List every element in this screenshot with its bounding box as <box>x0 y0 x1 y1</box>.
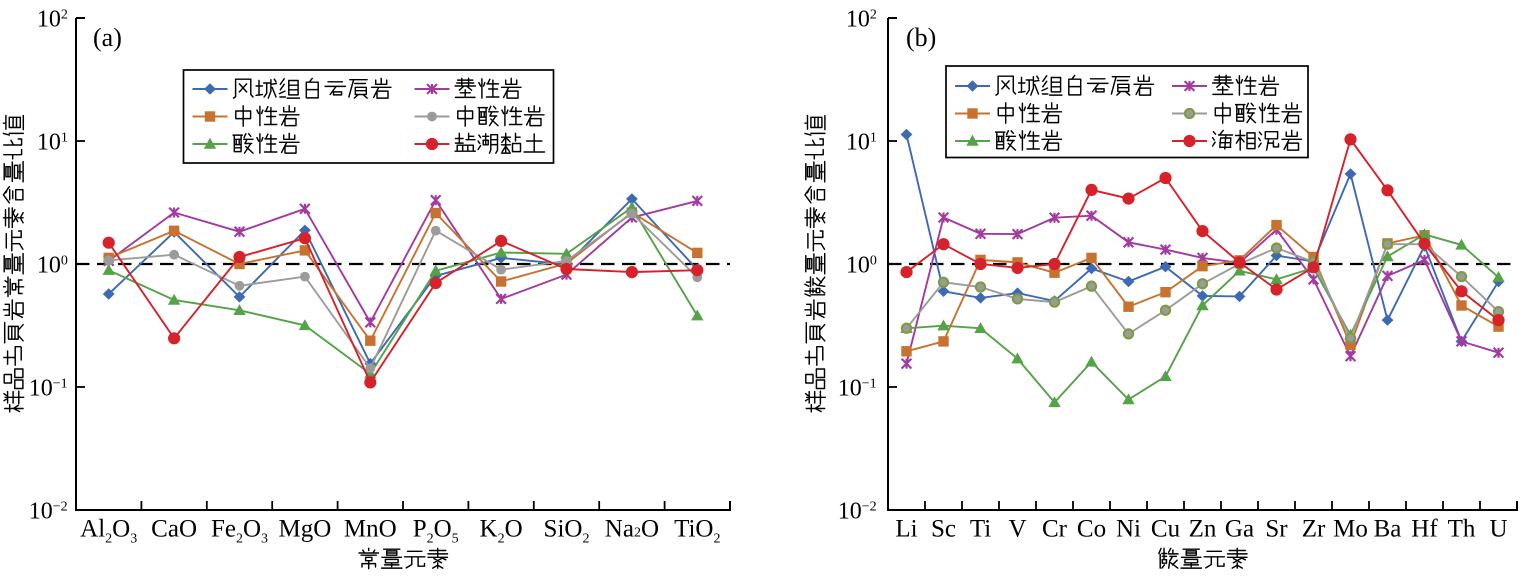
svg-text:0: 0 <box>61 254 68 269</box>
svg-text:−2: −2 <box>862 500 877 515</box>
svg-text:Zn: Zn <box>1189 516 1217 543</box>
svg-text:V: V <box>1008 516 1026 543</box>
svg-text:Co: Co <box>1077 516 1106 543</box>
svg-text:1: 1 <box>870 131 877 146</box>
svg-text:Fe2O3: Fe2O3 <box>211 516 268 547</box>
svg-text:2: 2 <box>870 8 877 23</box>
svg-text:(b): (b) <box>906 23 936 52</box>
svg-text:MgO: MgO <box>279 516 332 543</box>
svg-text:−1: −1 <box>53 377 68 392</box>
svg-text:Zr: Zr <box>1302 516 1326 543</box>
svg-text:10: 10 <box>846 130 870 156</box>
svg-text:SiO2: SiO2 <box>544 516 590 547</box>
svg-text:10: 10 <box>29 499 53 525</box>
svg-text:(a): (a) <box>93 23 122 52</box>
svg-text:TiO2: TiO2 <box>674 516 720 547</box>
svg-text:−2: −2 <box>53 500 68 515</box>
svg-text:Th: Th <box>1448 516 1476 543</box>
svg-text:Cr: Cr <box>1042 516 1068 543</box>
svg-text:P2O5: P2O5 <box>413 516 459 547</box>
svg-text:10: 10 <box>29 376 53 402</box>
svg-text:CaO: CaO <box>151 516 197 543</box>
svg-text:10: 10 <box>846 7 870 33</box>
svg-text:U: U <box>1489 516 1507 543</box>
svg-text:Mo: Mo <box>1333 516 1368 543</box>
svg-text:Na2O: Na2O <box>605 516 659 543</box>
svg-text:K2O: K2O <box>480 516 523 547</box>
svg-text:Ni: Ni <box>1116 516 1141 543</box>
svg-text:1: 1 <box>61 131 68 146</box>
svg-text:Sr: Sr <box>1265 516 1288 543</box>
svg-text:10: 10 <box>838 376 862 402</box>
svg-text:Cu: Cu <box>1151 516 1181 543</box>
svg-text:Al2O3: Al2O3 <box>80 516 137 547</box>
svg-text:10: 10 <box>838 499 862 525</box>
svg-text:10: 10 <box>37 130 61 156</box>
svg-text:−1: −1 <box>862 377 877 392</box>
svg-text:Ga: Ga <box>1225 516 1254 543</box>
svg-text:10: 10 <box>37 7 61 33</box>
svg-text:MnO: MnO <box>344 516 397 543</box>
svg-text:Li: Li <box>895 516 917 543</box>
svg-text:0: 0 <box>870 254 877 269</box>
svg-text:Ba: Ba <box>1374 516 1402 543</box>
svg-text:Ti: Ti <box>970 516 991 543</box>
svg-text:2: 2 <box>61 8 68 23</box>
svg-text:Hf: Hf <box>1411 516 1438 543</box>
svg-text:Sc: Sc <box>931 516 956 543</box>
svg-text:10: 10 <box>846 253 870 279</box>
svg-text:10: 10 <box>37 253 61 279</box>
